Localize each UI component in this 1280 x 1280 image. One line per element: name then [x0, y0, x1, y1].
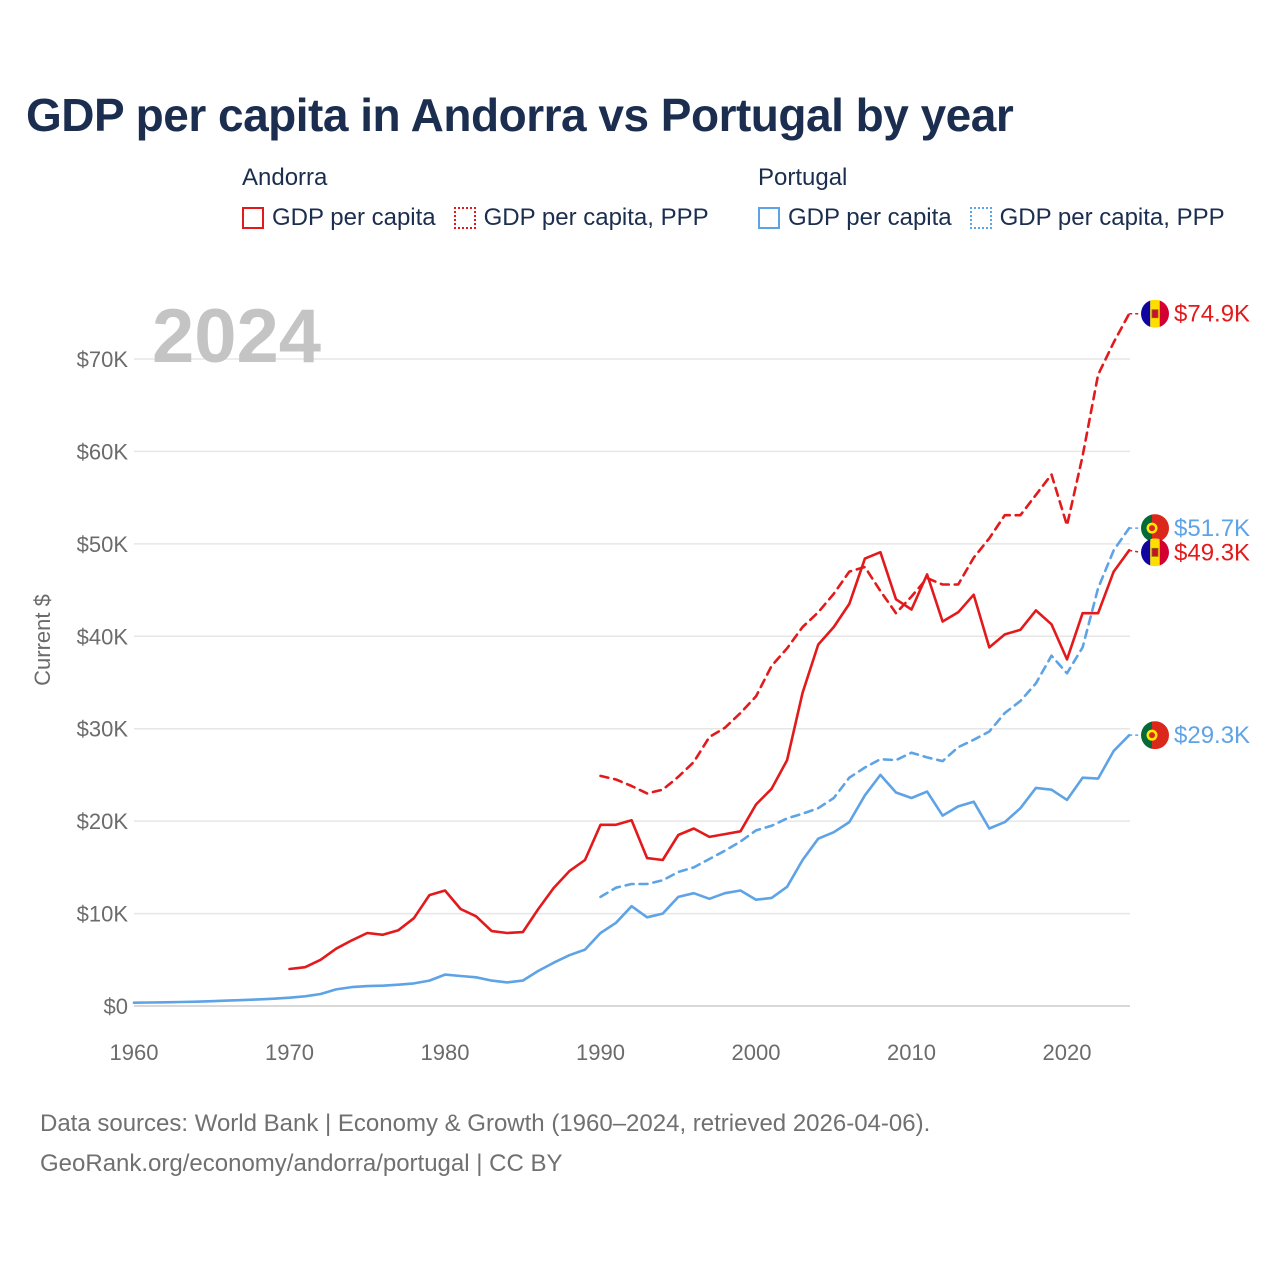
legend-item-portugal-gdp[interactable]: GDP per capita	[758, 204, 952, 232]
legend-item-andorra-gdp[interactable]: GDP per capita	[242, 204, 436, 232]
year-watermark: 2024	[152, 294, 321, 379]
data-source-note: Data sources: World Bank | Economy & Gro…	[40, 1110, 931, 1137]
footer: Data sources: World Bank | Economy & Gro…	[40, 1104, 930, 1184]
legend-item-portugal-gdp-ppp[interactable]: GDP per capita, PPP	[969, 204, 1225, 232]
legend-group-label: Portugal	[758, 164, 848, 191]
legend-group-label: Andorra	[242, 164, 328, 191]
x-tick-label: 2020	[1043, 1040, 1092, 1065]
y-tick-label: $0	[104, 994, 128, 1019]
legend-swatch-icon	[453, 207, 476, 229]
line-chart: 2024 Current $ $0 $10K $20K $30K $40K $50K $60…	[30, 294, 1250, 1065]
y-tick-label: $30K	[77, 717, 129, 742]
y-tick-label: $50K	[77, 532, 129, 557]
series-lines	[132, 312, 1131, 1005]
end-value-label: $74.9K	[1174, 301, 1250, 328]
portugal-flag-icon	[1141, 514, 1169, 543]
series-line-andorra-gdp-per-capita-ppp[interactable]	[599, 312, 1131, 795]
x-tick-label: 1960	[110, 1040, 159, 1065]
series-line-andorra-gdp-per-capita[interactable]	[288, 548, 1131, 971]
end-value-label: $49.3K	[1174, 539, 1250, 566]
legend-item-andorra-gdp-ppp[interactable]: GDP per capita, PPP	[453, 204, 709, 232]
chart-title: GDP per capita in Andorra vs Portugal by…	[26, 89, 1014, 141]
x-tick-label: 1990	[576, 1040, 625, 1065]
legend-item-label: GDP per capita	[788, 204, 952, 231]
legend-swatch-icon	[758, 207, 780, 229]
x-tick-label: 2010	[887, 1040, 936, 1065]
end-connector	[1129, 549, 1142, 554]
legend-item-label: GDP per capita	[272, 204, 436, 231]
end-value-label: $51.7K	[1174, 515, 1250, 542]
y-tick-label: $40K	[77, 624, 129, 649]
y-tick-label: $60K	[77, 439, 129, 464]
end-value-label: $29.3K	[1174, 722, 1250, 749]
legend-swatch-icon	[969, 207, 992, 229]
y-axis-ticks: $0 $10K $20K $30K $40K $50K $60K $70K	[77, 347, 129, 1019]
x-tick-label: 1980	[421, 1040, 470, 1065]
series-line-portugal-gdp-per-capita[interactable]	[132, 733, 1131, 1005]
x-axis-ticks: 1960 1970 1980 1990 2000 2010 2020	[110, 1040, 1092, 1065]
source-link[interactable]: GeoRank.org/economy/andorra/portugal | C…	[40, 1150, 563, 1177]
y-tick-label: $20K	[77, 809, 129, 834]
x-tick-label: 2000	[732, 1040, 781, 1065]
y-tick-label: $10K	[77, 902, 129, 927]
legend-item-label: GDP per capita, PPP	[999, 204, 1225, 231]
legend-item-label: GDP per capita, PPP	[483, 204, 709, 231]
andorra-flag-icon	[1141, 538, 1169, 567]
series-end-markers: $74.9K $51.7K$49.3K $29.3K	[1129, 299, 1250, 750]
x-tick-label: 1970	[265, 1040, 314, 1065]
legend-group-portugal: Portugal GDP per capita GDP per capita, …	[758, 162, 1243, 232]
y-tick-label: $70K	[77, 347, 129, 372]
legend-group-andorra: Andorra GDP per capita GDP per capita, P…	[242, 162, 727, 232]
gridlines	[134, 358, 1130, 1007]
y-axis-label: Current $	[30, 594, 55, 686]
portugal-flag-icon	[1141, 721, 1169, 750]
legend-swatch-icon	[242, 207, 264, 229]
andorra-flag-icon	[1141, 299, 1169, 328]
series-line-portugal-gdp-per-capita-ppp[interactable]	[599, 526, 1131, 899]
